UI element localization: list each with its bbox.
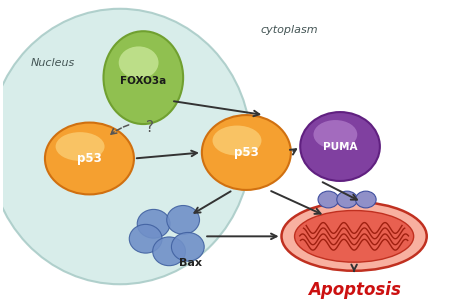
Ellipse shape bbox=[137, 210, 170, 238]
Ellipse shape bbox=[318, 191, 338, 208]
Text: p53: p53 bbox=[77, 152, 102, 165]
Ellipse shape bbox=[45, 123, 134, 194]
Ellipse shape bbox=[337, 191, 357, 208]
Ellipse shape bbox=[300, 112, 380, 181]
Ellipse shape bbox=[282, 202, 427, 271]
Text: PUMA: PUMA bbox=[323, 142, 357, 152]
Ellipse shape bbox=[356, 191, 376, 208]
Text: Nucleus: Nucleus bbox=[31, 58, 75, 68]
Ellipse shape bbox=[103, 31, 183, 124]
Ellipse shape bbox=[212, 126, 262, 156]
Text: ?: ? bbox=[146, 120, 155, 135]
Text: p53: p53 bbox=[234, 146, 259, 159]
Ellipse shape bbox=[153, 237, 185, 266]
Text: cytoplasm: cytoplasm bbox=[260, 25, 318, 35]
Ellipse shape bbox=[55, 132, 105, 161]
Ellipse shape bbox=[167, 206, 200, 234]
Ellipse shape bbox=[294, 210, 414, 262]
Ellipse shape bbox=[0, 9, 251, 284]
Ellipse shape bbox=[172, 232, 204, 261]
Ellipse shape bbox=[313, 120, 357, 149]
Ellipse shape bbox=[129, 224, 162, 253]
Text: Bax: Bax bbox=[179, 258, 201, 268]
Ellipse shape bbox=[202, 115, 291, 190]
Text: Apoptosis: Apoptosis bbox=[308, 281, 401, 299]
Text: FOXO3a: FOXO3a bbox=[120, 76, 166, 86]
Ellipse shape bbox=[118, 46, 158, 79]
